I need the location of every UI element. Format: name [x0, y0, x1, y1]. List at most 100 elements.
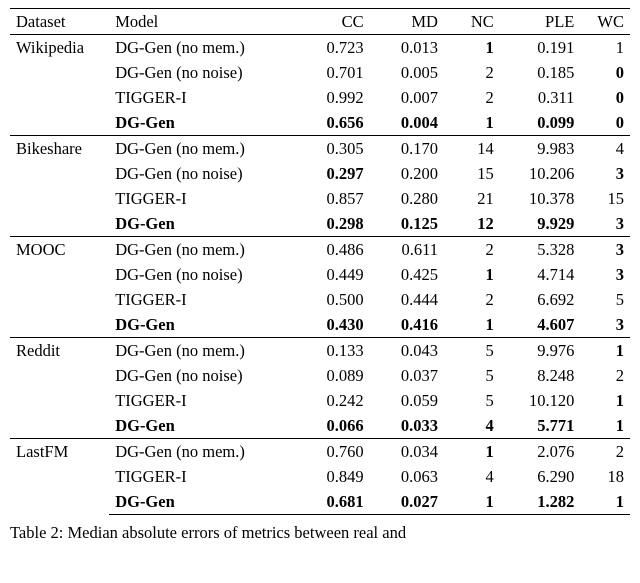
md-cell: 0.280 [370, 186, 444, 211]
nc-cell: 1 [444, 439, 500, 465]
table-row: MOOCDG-Gen (no mem.)0.4860.61125.3283 [10, 237, 630, 263]
model-cell: DG-Gen [109, 110, 295, 136]
md-cell: 0.059 [370, 388, 444, 413]
cc-cell: 0.681 [295, 489, 369, 515]
model-cell: DG-Gen (no noise) [109, 262, 295, 287]
ple-cell: 5.771 [500, 413, 581, 439]
col-md: MD [370, 9, 444, 35]
table-row: BikeshareDG-Gen (no mem.)0.3050.170149.9… [10, 136, 630, 162]
wc-cell: 18 [580, 464, 630, 489]
model-cell: DG-Gen (no mem.) [109, 439, 295, 465]
col-dataset: Dataset [10, 9, 109, 35]
model-cell: TIGGER-I [109, 388, 295, 413]
model-cell: DG-Gen (no mem.) [109, 35, 295, 61]
col-cc: CC [295, 9, 369, 35]
table-row: RedditDG-Gen (no mem.)0.1330.04359.9761 [10, 338, 630, 364]
wc-cell: 1 [580, 413, 630, 439]
wc-cell: 1 [580, 338, 630, 364]
cc-cell: 0.486 [295, 237, 369, 263]
nc-cell: 1 [444, 110, 500, 136]
wc-cell: 1 [580, 388, 630, 413]
ple-cell: 8.248 [500, 363, 581, 388]
nc-cell: 2 [444, 85, 500, 110]
md-cell: 0.416 [370, 312, 444, 338]
model-cell: TIGGER-I [109, 464, 295, 489]
nc-cell: 5 [444, 363, 500, 388]
ple-cell: 10.206 [500, 161, 581, 186]
md-cell: 0.043 [370, 338, 444, 364]
wc-cell: 3 [580, 312, 630, 338]
md-cell: 0.125 [370, 211, 444, 237]
ple-cell: 1.282 [500, 489, 581, 515]
nc-cell: 1 [444, 262, 500, 287]
dataset-cell: MOOC [10, 237, 109, 338]
ple-cell: 9.929 [500, 211, 581, 237]
md-cell: 0.170 [370, 136, 444, 162]
col-wc: WC [580, 9, 630, 35]
ple-cell: 0.311 [500, 85, 581, 110]
model-cell: DG-Gen (no mem.) [109, 237, 295, 263]
dataset-cell: Wikipedia [10, 35, 109, 136]
nc-cell: 1 [444, 312, 500, 338]
wc-cell: 1 [580, 35, 630, 61]
ple-cell: 10.378 [500, 186, 581, 211]
nc-cell: 2 [444, 237, 500, 263]
dataset-cell: Bikeshare [10, 136, 109, 237]
ple-cell: 0.185 [500, 60, 581, 85]
model-cell: DG-Gen (no noise) [109, 363, 295, 388]
model-cell: DG-Gen (no mem.) [109, 338, 295, 364]
ple-cell: 4.714 [500, 262, 581, 287]
nc-cell: 2 [444, 287, 500, 312]
wc-cell: 1 [580, 489, 630, 515]
md-cell: 0.033 [370, 413, 444, 439]
wc-cell: 3 [580, 237, 630, 263]
dataset-cell: Reddit [10, 338, 109, 439]
ple-cell: 9.976 [500, 338, 581, 364]
md-cell: 0.007 [370, 85, 444, 110]
md-cell: 0.013 [370, 35, 444, 61]
col-model: Model [109, 9, 295, 35]
nc-cell: 4 [444, 413, 500, 439]
cc-cell: 0.242 [295, 388, 369, 413]
md-cell: 0.425 [370, 262, 444, 287]
wc-cell: 0 [580, 60, 630, 85]
ple-cell: 5.328 [500, 237, 581, 263]
md-cell: 0.200 [370, 161, 444, 186]
cc-cell: 0.066 [295, 413, 369, 439]
wc-cell: 0 [580, 85, 630, 110]
cc-cell: 0.133 [295, 338, 369, 364]
ple-cell: 10.120 [500, 388, 581, 413]
wc-cell: 3 [580, 211, 630, 237]
model-cell: DG-Gen (no mem.) [109, 136, 295, 162]
model-cell: TIGGER-I [109, 287, 295, 312]
cc-cell: 0.992 [295, 85, 369, 110]
wc-cell: 2 [580, 363, 630, 388]
cc-cell: 0.760 [295, 439, 369, 465]
ple-cell: 6.692 [500, 287, 581, 312]
col-nc: NC [444, 9, 500, 35]
dataset-cell: LastFM [10, 439, 109, 515]
wc-cell: 5 [580, 287, 630, 312]
model-cell: TIGGER-I [109, 85, 295, 110]
ple-cell: 6.290 [500, 464, 581, 489]
wc-cell: 0 [580, 110, 630, 136]
md-cell: 0.444 [370, 287, 444, 312]
cc-cell: 0.298 [295, 211, 369, 237]
cc-cell: 0.500 [295, 287, 369, 312]
md-cell: 0.034 [370, 439, 444, 465]
md-cell: 0.027 [370, 489, 444, 515]
results-table: DatasetModelCCMDNCPLEWC WikipediaDG-Gen … [10, 8, 630, 515]
cc-cell: 0.857 [295, 186, 369, 211]
cc-cell: 0.305 [295, 136, 369, 162]
md-cell: 0.004 [370, 110, 444, 136]
table-row: LastFMDG-Gen (no mem.)0.7600.03412.0762 [10, 439, 630, 465]
col-ple: PLE [500, 9, 581, 35]
nc-cell: 5 [444, 388, 500, 413]
wc-cell: 3 [580, 262, 630, 287]
table-caption: Table 2: Median absolute errors of metri… [10, 515, 630, 543]
model-cell: DG-Gen [109, 489, 295, 515]
table-header-row: DatasetModelCCMDNCPLEWC [10, 9, 630, 35]
cc-cell: 0.089 [295, 363, 369, 388]
cc-cell: 0.430 [295, 312, 369, 338]
cc-cell: 0.449 [295, 262, 369, 287]
